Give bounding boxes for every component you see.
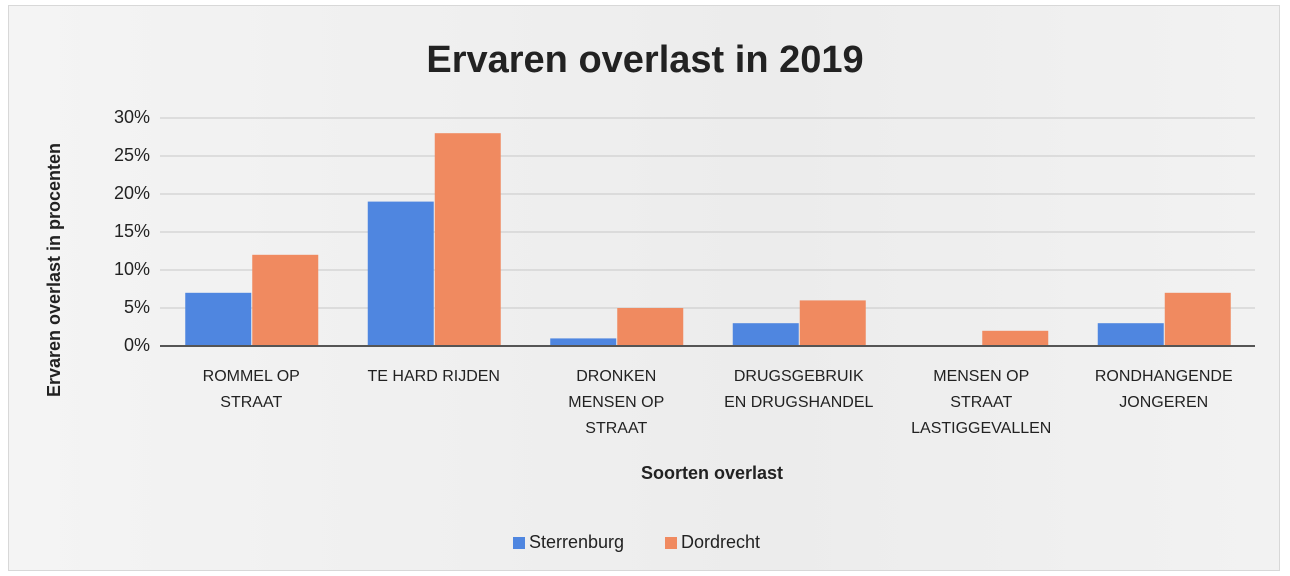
- y-tick-label: 5%: [124, 297, 150, 317]
- bar: [185, 292, 252, 346]
- bar: [367, 201, 434, 346]
- x-axis-label: Soorten overlast: [641, 463, 783, 483]
- bar: [617, 308, 684, 346]
- bar: [252, 254, 319, 346]
- y-tick-label: 0%: [124, 335, 150, 355]
- x-tick-label: DRUGSGEBRUIK EN DRUGSHANDEL: [724, 368, 874, 411]
- y-tick-label: 30%: [114, 107, 150, 127]
- legend-swatch: [513, 537, 525, 549]
- y-tick-label: 10%: [114, 259, 150, 279]
- y-axis-label: Ervaren overlast in procenten: [44, 143, 64, 397]
- bar: [434, 133, 501, 346]
- bar: [1164, 292, 1231, 346]
- legend-swatch: [665, 537, 677, 549]
- y-tick-label: 15%: [114, 221, 150, 241]
- bar: [799, 300, 866, 346]
- bar: [1097, 323, 1164, 346]
- legend-label: Sterrenburg: [529, 532, 624, 552]
- bar: [982, 330, 1049, 346]
- x-tick-label: MENSEN OP STRAAT LASTIGGEVALLEN: [911, 368, 1052, 437]
- x-tick-label: ROMMEL OP STRAAT: [202, 368, 300, 411]
- bar: [732, 323, 799, 346]
- y-tick-label: 25%: [114, 145, 150, 165]
- chart-title: Ervaren overlast in 2019: [426, 39, 863, 81]
- chart-frame: [8, 5, 1280, 571]
- x-tick-label: RONDHANGENDE JONGEREN: [1094, 368, 1233, 411]
- bar: [550, 338, 617, 346]
- y-tick-label: 20%: [114, 183, 150, 203]
- x-tick-label: TE HARD RIJDEN: [367, 368, 500, 385]
- x-tick-label: DRONKEN MENSEN OP STRAAT: [568, 368, 665, 437]
- legend-label: Dordrecht: [681, 532, 760, 552]
